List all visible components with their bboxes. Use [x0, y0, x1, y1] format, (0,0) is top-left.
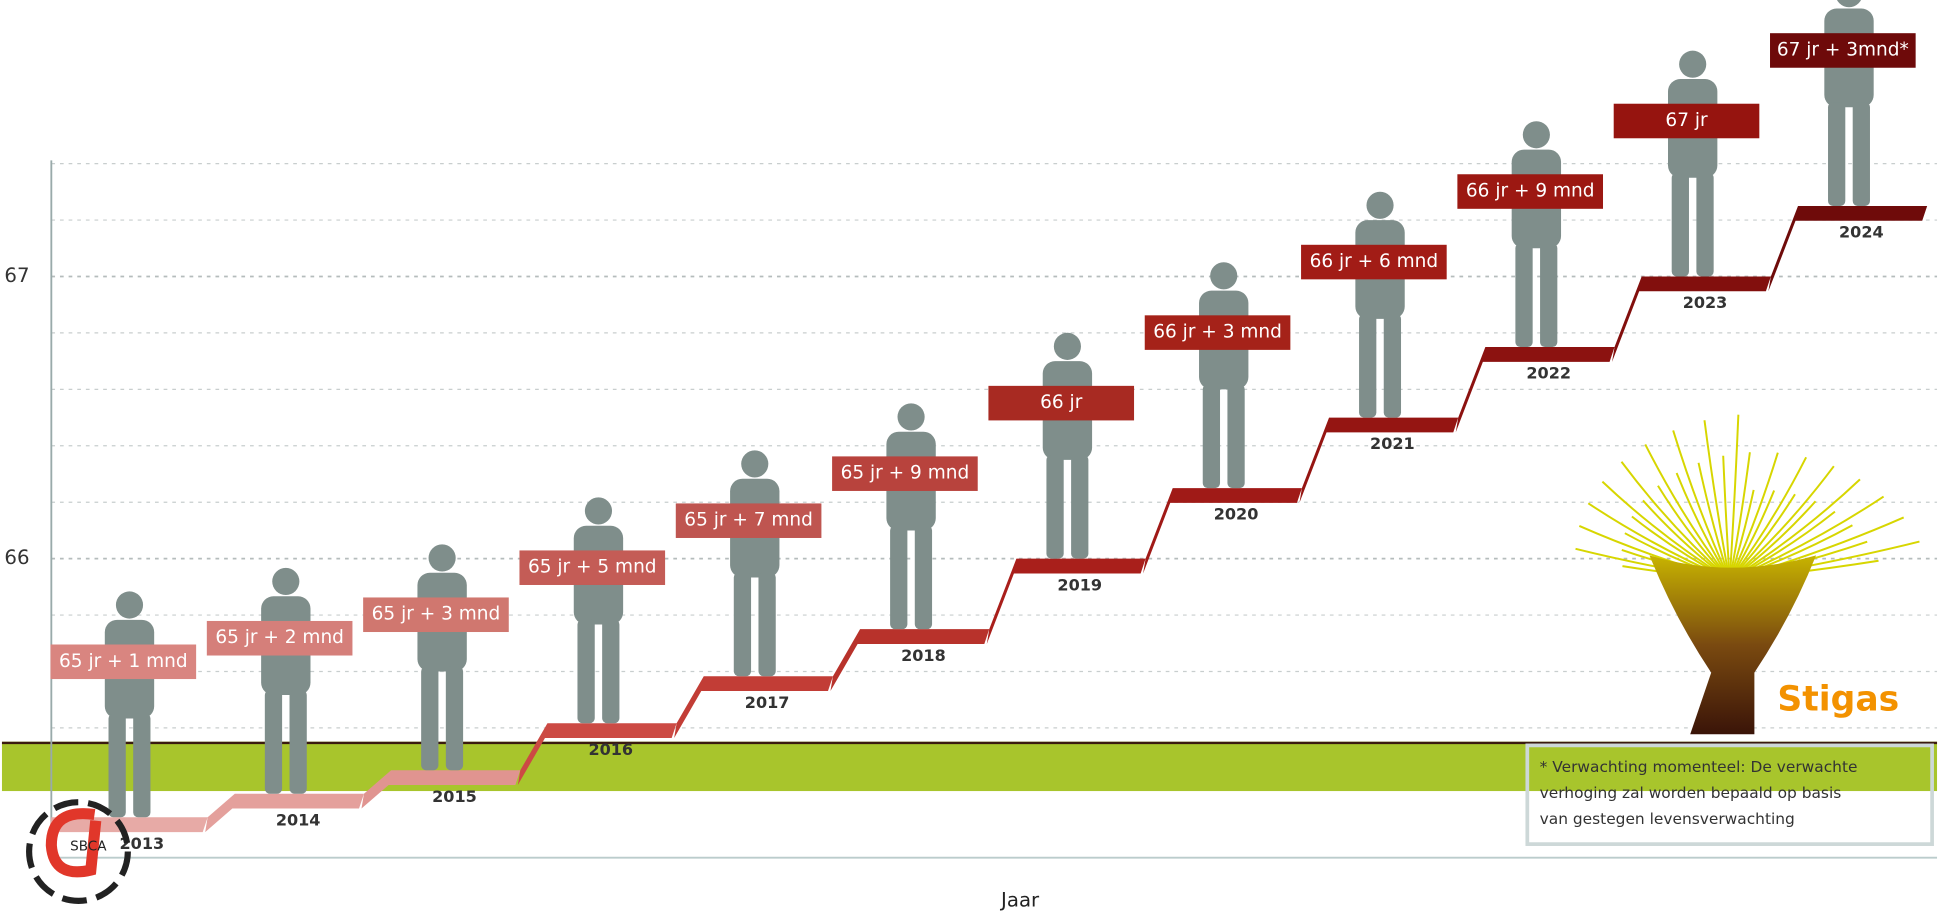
person [1043, 333, 1092, 559]
person-leg [1359, 314, 1376, 418]
step [1299, 418, 1458, 503]
person-head [429, 544, 456, 571]
person [574, 497, 623, 723]
year-label: 2018 [901, 646, 946, 665]
chart: 6667 Stigas 2013201420152016201720182019… [0, 0, 1939, 912]
person [1199, 262, 1248, 488]
person-head [1679, 51, 1706, 78]
x-axis-title: Jaar [999, 888, 1040, 911]
brand: Stigas [1777, 679, 1899, 719]
y-tick-label: 66 [4, 546, 29, 569]
person-leg [265, 690, 282, 794]
person-head [1366, 192, 1393, 219]
person-head [585, 497, 612, 524]
person-leg [1853, 102, 1870, 206]
step [1143, 488, 1302, 573]
year-label: 2022 [1526, 364, 1571, 383]
person-head [898, 403, 925, 430]
value-label: 65 jr + 3 mnd [372, 604, 501, 625]
value-label: 65 jr + 9 mnd [841, 463, 970, 484]
person [1668, 51, 1717, 277]
labels: 65 jr + 1 mnd 65 jr + 2 mnd 65 jr + 3 mnd 6… [51, 33, 1916, 679]
year-label: 2014 [276, 810, 321, 829]
person-leg [602, 620, 619, 724]
person [730, 450, 779, 676]
value-label: 67 jr [1665, 110, 1708, 131]
person [1824, 0, 1873, 206]
person-leg [1227, 384, 1244, 488]
value-label: 65 jr + 7 mnd [684, 510, 813, 531]
person [1355, 192, 1404, 418]
person-head [741, 450, 768, 477]
person-leg [1515, 243, 1532, 347]
value-label: 65 jr + 1 mnd [59, 651, 188, 672]
note-line: verhoging zal worden bepaald op basis [1540, 784, 1842, 802]
person-head [116, 591, 143, 618]
note-line: van gestegen levensverwachting [1540, 810, 1795, 828]
note-line: * Verwachting momenteel: De verwachte [1540, 758, 1858, 776]
person-leg [109, 714, 126, 818]
person-leg [1203, 384, 1220, 488]
person-leg [890, 526, 907, 630]
person-leg [133, 714, 150, 818]
person-leg [1384, 314, 1401, 418]
value-label: 66 jr + 9 mnd [1466, 181, 1595, 202]
step [1768, 206, 1927, 291]
person-leg [1540, 243, 1557, 347]
value-label: 66 jr [1040, 392, 1083, 413]
step [987, 559, 1146, 644]
year-label: 2019 [1057, 575, 1102, 594]
person-head [1054, 333, 1081, 360]
person [886, 403, 935, 629]
person-leg [421, 667, 438, 771]
year-label: 2023 [1683, 293, 1728, 312]
person-leg [290, 690, 307, 794]
year-label: 2016 [588, 740, 633, 759]
y-tick-label: 67 [4, 264, 29, 287]
value-label: 65 jr + 5 mnd [528, 557, 657, 578]
person-leg [577, 620, 594, 724]
value-label: 65 jr + 2 mnd [215, 627, 344, 648]
person-leg [1696, 173, 1713, 277]
year-label: 2020 [1214, 505, 1259, 524]
certification: SBCA [70, 839, 107, 855]
person-leg [446, 667, 463, 771]
person-leg [1046, 455, 1063, 559]
value-label: 66 jr + 3 mnd [1153, 322, 1282, 343]
person [1512, 121, 1561, 347]
page: {"chart_data": { "type": "step", "x_labe… [0, 0, 1939, 912]
person-leg [734, 573, 751, 677]
value-label: 67 jr + 3mnd* [1777, 39, 1909, 60]
person-leg [1828, 102, 1845, 206]
stigas-logo: Stigas [1576, 415, 1920, 735]
person-leg [1672, 173, 1689, 277]
step [1612, 276, 1771, 361]
person-head [1835, 0, 1862, 7]
person-leg [915, 526, 932, 630]
year-label: 2015 [432, 787, 477, 806]
person-head [1523, 121, 1550, 148]
value-label: 66 jr + 6 mnd [1310, 251, 1439, 272]
year-label: 2021 [1370, 434, 1415, 453]
person-leg [1071, 455, 1088, 559]
person [417, 544, 466, 770]
year-label: 2017 [745, 693, 790, 712]
year-label: 2024 [1839, 223, 1884, 242]
person-leg [758, 573, 775, 677]
person-head [272, 568, 299, 595]
person-head [1210, 262, 1237, 289]
